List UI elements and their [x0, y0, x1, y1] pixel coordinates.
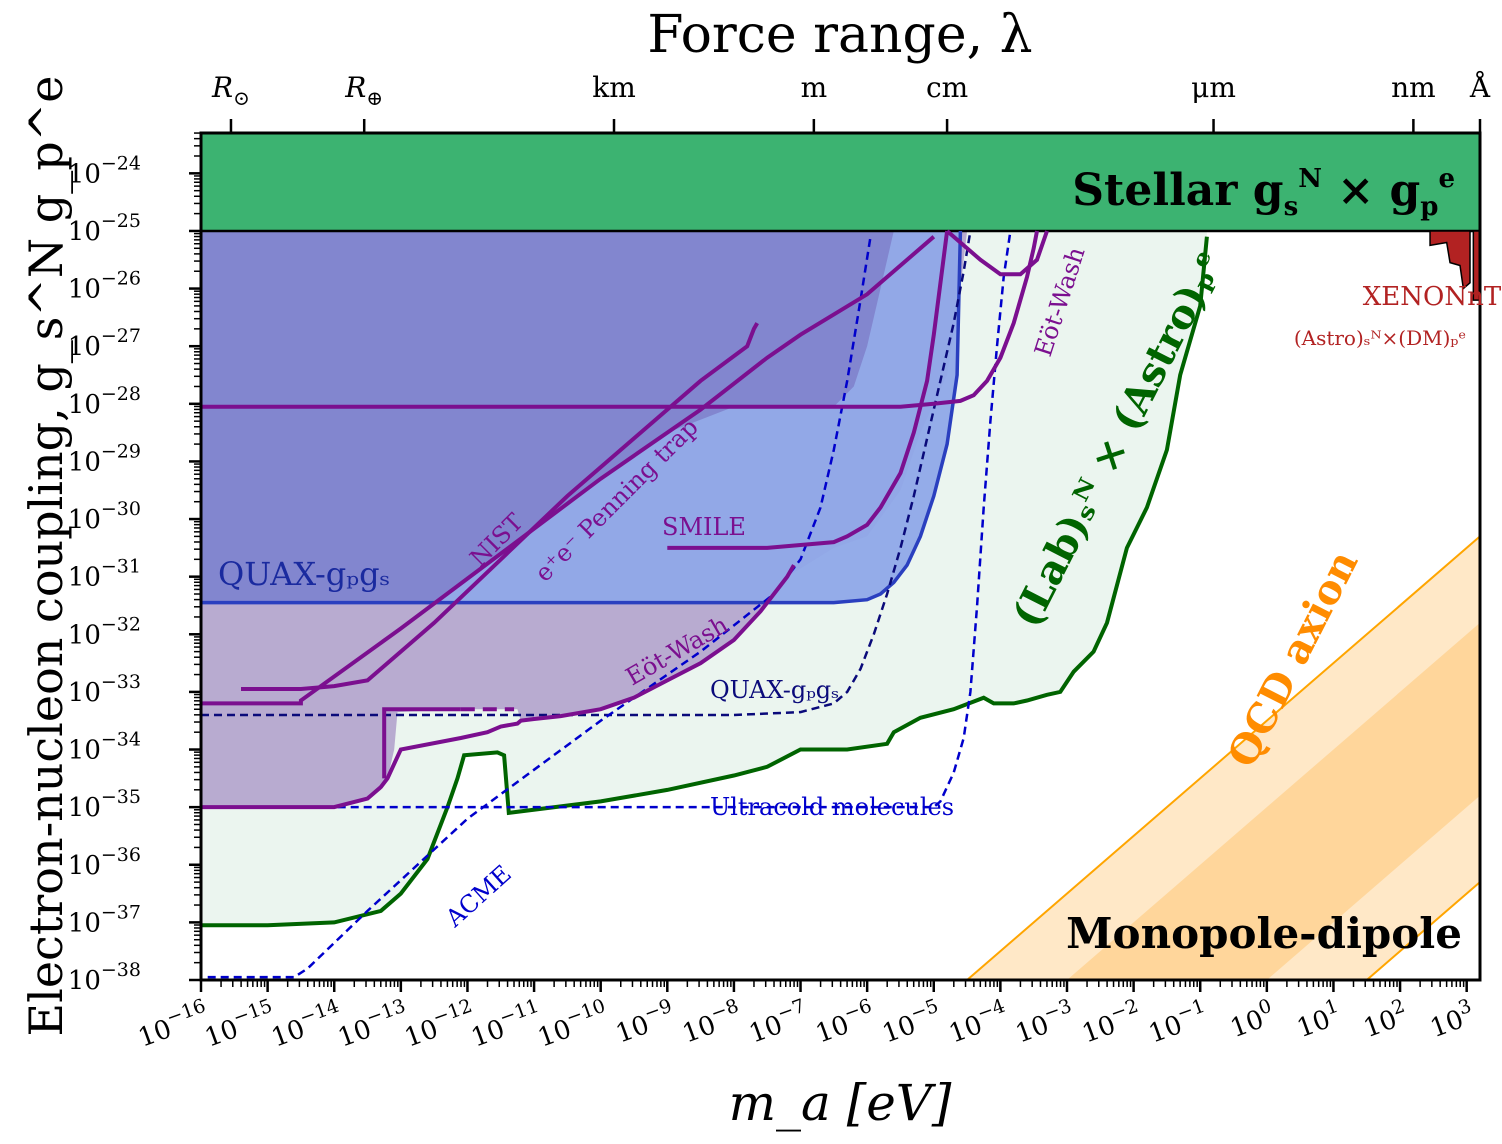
quax-solid-label: QUAX-gₚgₛ [218, 555, 390, 593]
y-tick-label: 10−37 [68, 901, 141, 938]
x-tick-label: 10−12 [399, 995, 480, 1054]
nist-line [241, 322, 759, 691]
y-tick-label: 10−34 [68, 729, 141, 766]
y-tick-label: 10−28 [68, 383, 141, 420]
x-tick-label: 10−1 [1143, 995, 1213, 1050]
top-axis-label: cm [926, 71, 968, 104]
y-tick-label: 10−24 [68, 152, 141, 189]
y-tick-label: 10−36 [68, 844, 141, 881]
y-tick-label: 10−25 [68, 210, 141, 247]
top-axis-label: nm [1391, 71, 1436, 104]
qcd-band-core [1066, 622, 1480, 980]
chart-title: Force range, λ [647, 5, 1032, 65]
y-tick-label: 10−30 [68, 498, 141, 535]
x-tick-label: 10−3 [1010, 995, 1080, 1050]
stellar-band [201, 133, 1480, 231]
x-tick-label: 10−7 [743, 995, 813, 1050]
x-tick-label: 101 [1291, 995, 1346, 1044]
x-tick-label: 10−15 [199, 995, 280, 1054]
x-tick-label: 100 [1224, 995, 1279, 1044]
x-tick-label: 10−11 [465, 995, 546, 1054]
top-axis-label: R⊕ [344, 71, 383, 110]
y-tick-label: 10−31 [68, 556, 141, 593]
y-axis-label: Electron-nucleon coupling, g_s^N g_p^e [19, 76, 73, 1037]
xenonnt-region [1429, 230, 1480, 301]
x-axis-label: m_a [eV] [729, 1074, 952, 1132]
purple-step-line [382, 707, 461, 779]
x-tick-label: 102 [1358, 995, 1413, 1044]
y-tick-label: 10−27 [68, 325, 141, 362]
ultracold-label: Ultracold molecules [710, 793, 954, 821]
x-tick-label: 10−16 [132, 995, 213, 1054]
x-tick-label: 10−4 [943, 995, 1013, 1050]
purple-flat-line [201, 230, 1039, 409]
y-tick-label: 10−29 [68, 440, 141, 477]
stellar-label: Stellar gsN × gpe [1072, 164, 1455, 222]
acme-label: ACME [440, 860, 517, 934]
quax-solid-line [201, 230, 963, 605]
smile-line [667, 230, 950, 550]
y-tick-label: 10−33 [68, 671, 141, 708]
quax-dashed-label: QUAX-gₚgₛ [710, 676, 839, 704]
acme-line [207, 236, 872, 979]
monopole-dipole-label: Monopole-dipole [1066, 909, 1462, 958]
smile-label: SMILE [662, 513, 746, 541]
y-tick-label: 10−26 [68, 268, 141, 305]
eotwash-high-line [945, 229, 1049, 277]
x-tick-label: 10−2 [1076, 995, 1146, 1050]
y-tick-label: 10−38 [68, 959, 141, 996]
x-tick-label: 10−5 [876, 995, 946, 1050]
quax-dashed-line [201, 230, 972, 717]
penning-line [201, 235, 936, 706]
top-axis-label: μm [1191, 71, 1236, 104]
xenonnt-label: XENONnT [1363, 282, 1502, 312]
top-axis-label: m [801, 71, 828, 104]
x-tick-label: 103 [1424, 995, 1479, 1044]
eotwash-low-line [201, 564, 796, 810]
x-tick-label: 10−9 [610, 995, 680, 1050]
x-tick-label: 10−14 [266, 995, 347, 1054]
plot-area [201, 133, 1480, 980]
x-tick-label: 10−8 [677, 995, 747, 1050]
xenonnt-sublabel: (Astro)ₛᴺ×(DM)ₚᵉ [1294, 326, 1466, 350]
top-axis-label: R⊙ [211, 71, 250, 110]
x-tick-label: 10−6 [810, 995, 880, 1050]
top-axis-label: km [592, 71, 636, 104]
y-tick-label: 10−35 [68, 786, 141, 823]
y-tick-label: 10−32 [68, 613, 141, 650]
x-tick-label: 10−10 [532, 995, 613, 1054]
qcd-band-lower-edge [966, 535, 1480, 980]
dark-excluded-region [201, 230, 894, 603]
top-axis-label: Å [1469, 71, 1491, 104]
x-tick-label: 10−13 [332, 995, 413, 1054]
